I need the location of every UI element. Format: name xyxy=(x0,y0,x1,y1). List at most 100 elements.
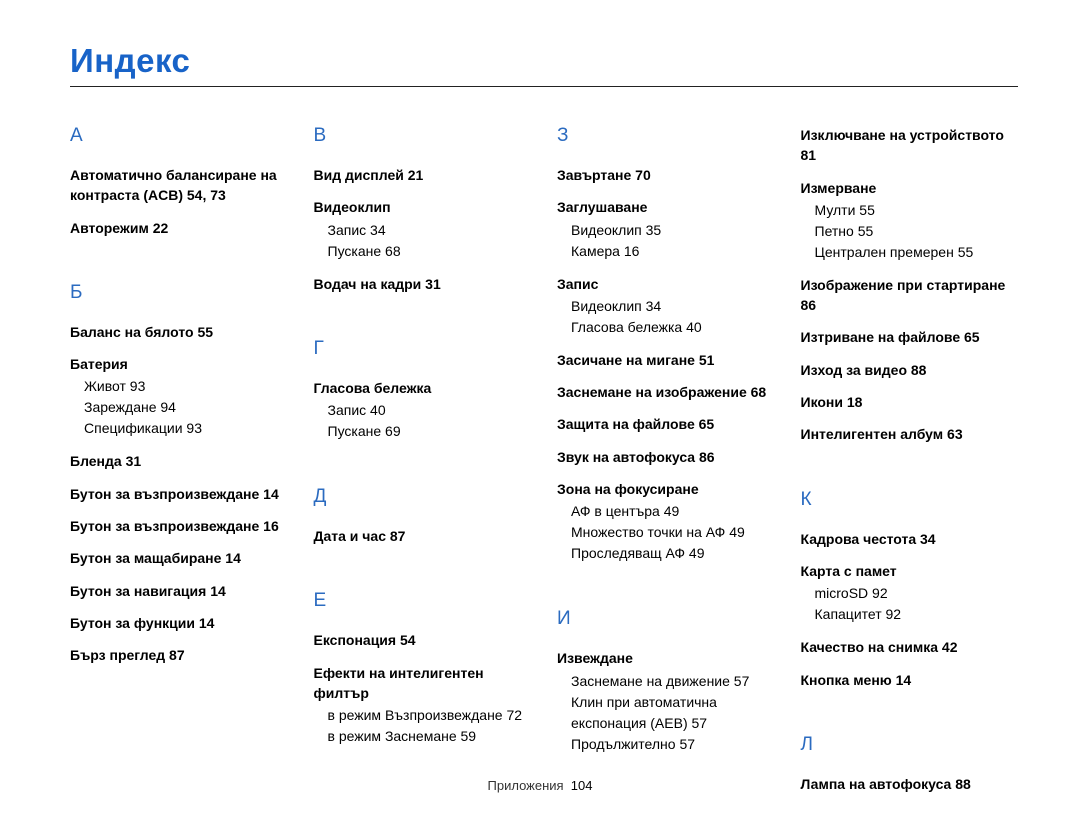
index-entry-title: Гласова бележка xyxy=(314,378,532,398)
index-entry-title: Извеждане xyxy=(557,648,775,668)
index-entry: Бърз преглед 87 xyxy=(70,645,288,665)
index-subentry: Видеоклип 35 xyxy=(557,220,775,241)
index-entry-title: Кнопка меню 14 xyxy=(801,670,1019,690)
index-entry-title: Изключване на устройството 81 xyxy=(801,125,1019,166)
index-entry-title: Изтриване на файлове 65 xyxy=(801,327,1019,347)
index-entry: Изтриване на файлове 65 xyxy=(801,327,1019,347)
index-entry-title: Бутон за възпроизвеждане 16 xyxy=(70,516,288,536)
index-entry: Качество на снимка 42 xyxy=(801,637,1019,657)
index-subentry: Живот 93 xyxy=(70,376,288,397)
index-entry-title: Звук на автофокуса 86 xyxy=(557,447,775,467)
index-columns: А Автоматично балансиране на контраста (A… xyxy=(70,125,1018,806)
index-entry-title: Защита на файлове 65 xyxy=(557,414,775,434)
index-subentry: Пускане 69 xyxy=(314,421,532,442)
page-title: Индекс xyxy=(70,42,1018,87)
index-entry-title: Зона на фокусиране xyxy=(557,479,775,499)
index-entry-title: Бутон за възпроизвеждане 14 xyxy=(70,484,288,504)
index-entry: Засичане на мигане 51 xyxy=(557,350,775,370)
index-subentry: в режим Възпроизвеждане 72 xyxy=(314,705,532,726)
index-entry: ИзмерванеМулти 55Петно 55Централен преме… xyxy=(801,178,1019,263)
index-subentry: в режим Заснемане 59 xyxy=(314,726,532,747)
index-entry-title: Изображение при стартиране 86 xyxy=(801,275,1019,316)
index-entry: Извеждане Заснемане на движение 57Клин пр… xyxy=(557,648,775,754)
index-entry: Изключване на устройството 81 xyxy=(801,125,1019,166)
index-subentry: Петно 55 xyxy=(801,221,1019,242)
index-entry-title: Качество на снимка 42 xyxy=(801,637,1019,657)
index-entry: Баланс на бялото 55 xyxy=(70,322,288,342)
index-letter: Д xyxy=(314,486,532,508)
index-subentry: Заснемане на движение 57 xyxy=(557,671,775,692)
index-entry: Експонация 54 xyxy=(314,630,532,650)
page-footer: Приложения 104 xyxy=(0,778,1080,793)
index-entry-title: Засичане на мигане 51 xyxy=(557,350,775,370)
index-subentry: Капацитет 92 xyxy=(801,604,1019,625)
index-entry: ВидеоклипЗапис 34Пускане 68 xyxy=(314,197,532,261)
index-subentry: Зареждане 94 xyxy=(70,397,288,418)
index-entry: Изображение при стартиране 86 xyxy=(801,275,1019,316)
index-entry: Кнопка меню 14 xyxy=(801,670,1019,690)
index-entry-title: Авторежим 22 xyxy=(70,218,288,238)
index-entry: Икони 18 xyxy=(801,392,1019,412)
index-entry-title: Вид дисплей 21 xyxy=(314,165,532,185)
index-entry-title: Бърз преглед 87 xyxy=(70,645,288,665)
index-entry: ЗаписВидеоклип 34Гласова бележка 40 xyxy=(557,274,775,338)
index-entry-title: Бутон за навигация 14 xyxy=(70,581,288,601)
index-letter: К xyxy=(801,489,1019,511)
index-subentry: АФ в центъра 49 xyxy=(557,501,775,522)
index-entry-title: Бутон за мащабиране 14 xyxy=(70,548,288,568)
index-letter: А xyxy=(70,125,288,147)
index-entry: Бутон за възпроизвеждане 14 xyxy=(70,484,288,504)
index-entry: Защита на файлове 65 xyxy=(557,414,775,434)
index-letter: Е xyxy=(314,590,532,612)
index-entry: Заснемане на изображение 68 xyxy=(557,382,775,402)
index-entry: Заглушаване Видеоклип 35Камера 16 xyxy=(557,197,775,261)
index-entry-title: Икони 18 xyxy=(801,392,1019,412)
index-entry-title: Батерия xyxy=(70,354,288,374)
index-entry-title: Дата и час 87 xyxy=(314,526,532,546)
index-entry-title: Завъртане 70 xyxy=(557,165,775,185)
index-column: Изключване на устройството 81 ИзмерванеМу… xyxy=(801,125,1019,806)
index-entry: Бутон за мащабиране 14 xyxy=(70,548,288,568)
index-subentry: Централен премерен 55 xyxy=(801,242,1019,263)
index-entry-title: Бутон за функции 14 xyxy=(70,613,288,633)
index-entry: Ефекти на интелигентен филтърв режим Въз… xyxy=(314,663,532,748)
index-entry: Кадрова честота 34 xyxy=(801,529,1019,549)
index-subentry: Гласова бележка 40 xyxy=(557,317,775,338)
index-entry-title: Бленда 31 xyxy=(70,451,288,471)
index-subentry: Запис 40 xyxy=(314,400,532,421)
index-entry: Водач на кадри 31 xyxy=(314,274,532,294)
index-subentry: Видеоклип 34 xyxy=(557,296,775,317)
index-subentry: Продължително 57 xyxy=(557,734,775,755)
index-entry-title: Ефекти на интелигентен филтър xyxy=(314,663,532,704)
index-letter: Б xyxy=(70,282,288,304)
index-entry: Зона на фокусиранеАФ в центъра 49Множест… xyxy=(557,479,775,564)
index-entry-title: Интелигентен албум 63 xyxy=(801,424,1019,444)
index-subentry: Спецификации 93 xyxy=(70,418,288,439)
index-entry-title: Кадрова честота 34 xyxy=(801,529,1019,549)
index-subentry: Множество точки на АФ 49 xyxy=(557,522,775,543)
index-entry: БатерияЖивот 93Зареждане 94Спецификации … xyxy=(70,354,288,439)
index-entry-title: Баланс на бялото 55 xyxy=(70,322,288,342)
index-column: А Автоматично балансиране на контраста (A… xyxy=(70,125,288,806)
index-entry-title: Измерване xyxy=(801,178,1019,198)
footer-page-number: 104 xyxy=(571,778,593,793)
index-entry: Гласова бележкаЗапис 40Пускане 69 xyxy=(314,378,532,442)
index-subentry: microSD 92 xyxy=(801,583,1019,604)
index-entry: Бутон за навигация 14 xyxy=(70,581,288,601)
index-letter: И xyxy=(557,608,775,630)
index-entry: Дата и час 87 xyxy=(314,526,532,546)
index-subentry: Клин при автоматична експонация (AEB) 57 xyxy=(557,692,775,734)
index-entry-title: Заснемане на изображение 68 xyxy=(557,382,775,402)
index-entry-title: Експонация 54 xyxy=(314,630,532,650)
index-entry: Бленда 31 xyxy=(70,451,288,471)
index-letter: Г xyxy=(314,338,532,360)
index-entry-title: Заглушаване xyxy=(557,197,775,217)
index-letter: В xyxy=(314,125,532,147)
index-column: В Вид дисплей 21 ВидеоклипЗапис 34Пускане … xyxy=(314,125,532,806)
index-entry-title: Автоматично балансиране на контраста (AC… xyxy=(70,165,288,206)
index-entry: Бутон за функции 14 xyxy=(70,613,288,633)
index-subentry: Запис 34 xyxy=(314,220,532,241)
index-entry: Бутон за възпроизвеждане 16 xyxy=(70,516,288,536)
index-entry: Интелигентен албум 63 xyxy=(801,424,1019,444)
index-subentry: Камера 16 xyxy=(557,241,775,262)
